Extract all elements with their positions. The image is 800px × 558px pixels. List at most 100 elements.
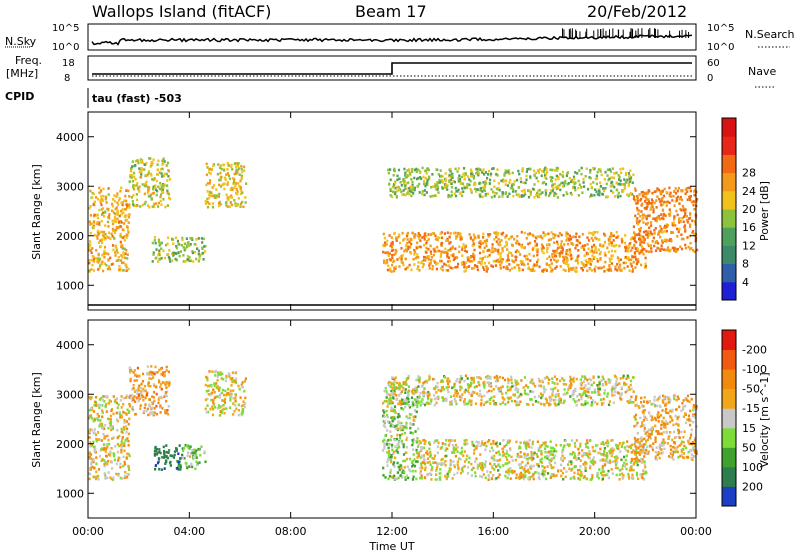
heatmap-cell xyxy=(229,406,231,409)
heatmap-cell xyxy=(642,221,644,224)
heatmap-cell xyxy=(112,244,114,247)
heatmap-cell xyxy=(450,462,452,465)
heatmap-cell xyxy=(158,457,160,460)
heatmap-cell xyxy=(630,447,632,450)
heatmap-cell xyxy=(566,257,568,260)
heatmap-cell xyxy=(424,238,426,241)
heatmap-cell xyxy=(130,174,132,177)
heatmap-cell xyxy=(613,402,615,405)
heatmap-cell xyxy=(518,173,520,176)
heatmap-cell xyxy=(427,473,429,476)
heatmap-cell xyxy=(414,398,416,401)
heatmap-cell xyxy=(461,467,463,470)
heatmap-cell xyxy=(103,235,105,238)
heatmap-cell xyxy=(547,465,549,468)
heatmap-cell xyxy=(673,247,675,250)
heatmap-cell xyxy=(483,403,485,406)
heatmap-cell xyxy=(615,467,617,470)
heatmap-cell xyxy=(386,240,388,243)
heatmap-cell xyxy=(574,445,576,448)
heatmap-cell xyxy=(169,198,171,201)
heatmap-cell xyxy=(560,464,562,467)
heatmap-cell xyxy=(107,439,109,442)
heatmap-cell xyxy=(574,247,576,250)
heatmap-cell xyxy=(511,400,513,403)
heatmap-cell xyxy=(544,470,546,473)
heatmap-cell xyxy=(550,476,552,479)
heatmap-cell xyxy=(132,180,134,183)
heatmap-cell xyxy=(525,464,527,467)
heatmap-cell xyxy=(538,449,540,452)
heatmap-cell xyxy=(609,400,611,403)
heatmap-cell xyxy=(390,439,392,442)
heatmap-cell xyxy=(537,455,539,458)
heatmap-cell xyxy=(502,464,504,467)
heatmap-cell xyxy=(489,377,491,380)
heatmap-cell xyxy=(244,380,246,383)
heatmap-cell xyxy=(482,181,484,184)
heatmap-cell xyxy=(405,176,407,179)
heatmap-cell xyxy=(595,266,597,269)
heatmap-cell xyxy=(166,164,168,167)
heatmap-cell xyxy=(603,266,605,269)
heatmap-cell xyxy=(633,462,635,465)
heatmap-cell xyxy=(579,465,581,468)
heatmap-cell xyxy=(623,262,625,265)
heatmap-cell xyxy=(97,413,99,416)
heatmap-cell xyxy=(629,399,631,402)
heatmap-cell xyxy=(510,187,512,190)
heatmap-cell xyxy=(95,404,97,407)
heatmap-cell xyxy=(89,415,91,418)
heatmap-cell xyxy=(388,450,390,453)
heatmap-cell xyxy=(128,268,130,271)
colorbar-segment xyxy=(722,154,736,173)
heatmap-cell xyxy=(398,422,400,425)
heatmap-cell xyxy=(592,450,594,453)
heatmap-cell xyxy=(521,194,523,197)
heatmap-cell xyxy=(113,455,115,458)
heatmap-cell xyxy=(147,172,149,175)
heatmap-cell xyxy=(405,244,407,247)
heatmap-cell xyxy=(437,452,439,455)
heatmap-cell xyxy=(650,250,652,253)
heatmap-cell xyxy=(536,453,538,456)
heatmap-cell xyxy=(89,223,91,226)
heatmap-cell xyxy=(120,187,122,190)
heatmap-cell xyxy=(655,227,657,230)
heatmap-cell xyxy=(486,270,488,273)
heatmap-cell xyxy=(106,236,108,239)
heatmap-cell xyxy=(387,251,389,254)
heatmap-cell xyxy=(593,251,595,254)
heatmap-cell xyxy=(107,253,109,256)
heatmap-cell xyxy=(400,465,402,468)
heatmap-cell xyxy=(534,175,536,178)
heatmap-cell xyxy=(444,248,446,251)
heatmap-cell xyxy=(221,373,223,376)
heatmap-cell xyxy=(636,207,638,210)
colorbar-tick-label: 8 xyxy=(742,258,749,271)
heatmap-cell xyxy=(423,180,425,183)
heatmap-cell xyxy=(384,426,386,429)
heatmap-cell xyxy=(552,189,554,192)
heatmap-cell xyxy=(478,464,480,467)
heatmap-cell xyxy=(116,463,118,466)
heatmap-cell xyxy=(692,230,694,233)
nave-tick-low: 0 xyxy=(707,73,713,84)
heatmap-cell xyxy=(639,238,641,241)
heatmap-cell xyxy=(575,236,577,239)
heatmap-cell xyxy=(663,195,665,198)
heatmap-cell xyxy=(115,221,117,224)
heatmap-cell xyxy=(166,451,168,454)
heatmap-cell xyxy=(533,170,535,173)
heatmap-cell xyxy=(396,190,398,193)
heatmap-cell xyxy=(386,429,388,432)
heatmap-cell xyxy=(111,210,113,213)
heatmap-cell xyxy=(93,446,95,449)
heatmap-cell xyxy=(152,205,154,208)
heatmap-cell xyxy=(456,190,458,193)
heatmap-cell xyxy=(589,439,591,442)
heatmap-cell xyxy=(159,188,161,191)
heatmap-cell xyxy=(651,233,653,236)
heatmap-cell xyxy=(123,426,125,429)
heatmap-cell xyxy=(422,190,424,193)
